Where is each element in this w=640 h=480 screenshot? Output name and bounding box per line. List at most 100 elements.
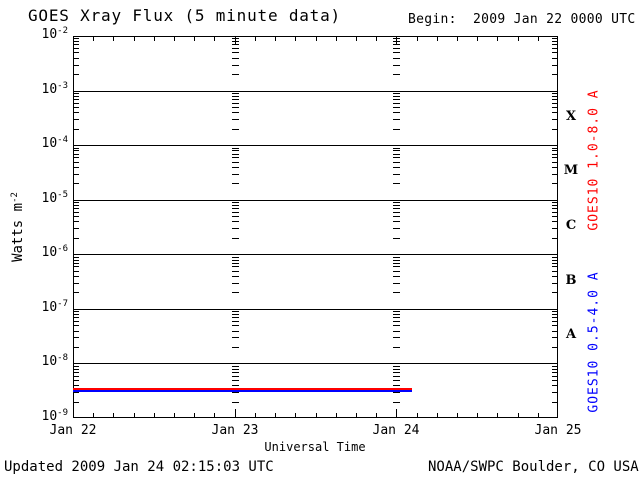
y-tick-exponent: -7 xyxy=(57,299,68,309)
x-minor-tick-bottom xyxy=(497,413,498,417)
y-tick-base: 10 xyxy=(41,136,58,151)
grid-dash xyxy=(232,347,239,348)
series-label-goes10-short: GOES10 0.5-4.0 A xyxy=(586,271,602,413)
y-minor-tick-left xyxy=(74,331,79,332)
y-minor-tick-left xyxy=(74,392,79,393)
grid-dash xyxy=(393,317,400,318)
grid-dash xyxy=(232,103,239,104)
x-minor-tick-top xyxy=(356,37,357,41)
grid-dash xyxy=(232,402,239,403)
y-minor-tick-left xyxy=(74,74,79,75)
y-minor-tick-right xyxy=(552,65,557,66)
y-minor-tick-right xyxy=(552,103,557,104)
y-minor-tick-left xyxy=(74,212,79,213)
y-minor-tick-left xyxy=(74,44,79,45)
y-minor-tick-left xyxy=(74,48,79,49)
grid-dash xyxy=(393,162,400,163)
grid-dash xyxy=(232,183,239,184)
x-minor-tick-bottom xyxy=(154,413,155,417)
x-minor-tick-bottom xyxy=(316,413,317,417)
x-minor-tick-bottom xyxy=(376,413,377,417)
grid-dash xyxy=(393,292,400,293)
begin-timestamp: Begin: 2009 Jan 22 0000 UTC xyxy=(408,12,636,27)
y-tick-label: 10-8 xyxy=(24,353,69,369)
y-minor-tick-left xyxy=(74,129,79,130)
grid-dash xyxy=(393,266,400,267)
y-minor-tick-right xyxy=(552,174,557,175)
grid-dash xyxy=(393,93,400,94)
grid-dash xyxy=(232,321,239,322)
y-tick-base: 10 xyxy=(41,82,58,97)
grid-dash xyxy=(232,238,239,239)
y-tick-label: 10-4 xyxy=(24,135,69,151)
y-tick-base: 10 xyxy=(41,409,58,424)
chart-title: GOES Xray Flux (5 minute data) xyxy=(28,6,341,25)
grid-dash xyxy=(232,372,239,373)
y-minor-tick-left xyxy=(74,292,79,293)
x-minor-tick-bottom xyxy=(194,413,195,417)
y-minor-tick-left xyxy=(74,317,79,318)
gridline-horizontal xyxy=(73,254,558,255)
y-minor-tick-right xyxy=(552,48,557,49)
y-minor-tick-right xyxy=(552,93,557,94)
grid-dash xyxy=(232,150,239,151)
grid-dash xyxy=(232,325,239,326)
y-minor-tick-right xyxy=(552,58,557,59)
x-tick-label: Jan 22 xyxy=(49,423,97,438)
y-minor-tick-left xyxy=(74,148,79,149)
grid-dash xyxy=(232,314,239,315)
y-minor-tick-right xyxy=(552,271,557,272)
grid-dash xyxy=(232,380,239,381)
y-minor-tick-right xyxy=(552,331,557,332)
grid-dash xyxy=(393,392,400,393)
y-axis-label-exponent: -2 xyxy=(10,192,20,203)
y-minor-tick-right xyxy=(552,380,557,381)
x-minor-tick-top xyxy=(376,37,377,41)
x-minor-tick-bottom xyxy=(275,413,276,417)
y-tick-base: 10 xyxy=(41,354,58,369)
y-minor-tick-left xyxy=(74,385,79,386)
grid-dash xyxy=(232,162,239,163)
grid-dash xyxy=(232,392,239,393)
grid-dash xyxy=(393,157,400,158)
grid-dash xyxy=(393,376,400,377)
x-minor-tick-top xyxy=(497,37,498,41)
grid-dash xyxy=(393,174,400,175)
x-minor-tick-bottom xyxy=(174,413,175,417)
grid-dash xyxy=(393,202,400,203)
grid-dash xyxy=(232,52,239,53)
x-axis-label: Universal Time xyxy=(264,440,366,454)
grid-dash xyxy=(232,221,239,222)
y-minor-tick-right xyxy=(552,376,557,377)
y-minor-tick-right xyxy=(552,205,557,206)
x-minor-tick-top xyxy=(134,37,135,41)
flux-class-letter: X xyxy=(565,109,577,124)
grid-dash xyxy=(232,331,239,332)
y-minor-tick-left xyxy=(74,369,79,370)
x-minor-tick-bottom xyxy=(457,413,458,417)
grid-dash xyxy=(232,148,239,149)
grid-dash xyxy=(393,212,400,213)
grid-dash xyxy=(232,96,239,97)
grid-dash xyxy=(393,103,400,104)
y-minor-tick-right xyxy=(552,202,557,203)
grid-dash xyxy=(393,238,400,239)
y-minor-tick-left xyxy=(74,157,79,158)
grid-dash xyxy=(393,228,400,229)
grid-dash xyxy=(232,216,239,217)
y-minor-tick-right xyxy=(552,283,557,284)
grid-dash xyxy=(393,283,400,284)
x-tick-label: Jan 25 xyxy=(534,423,582,438)
y-minor-tick-right xyxy=(552,38,557,39)
y-minor-tick-left xyxy=(74,325,79,326)
y-minor-tick-left xyxy=(74,276,79,277)
grid-dash xyxy=(393,380,400,381)
gridline-horizontal xyxy=(73,309,558,310)
y-tick-label: 10-9 xyxy=(24,408,69,424)
y-minor-tick-right xyxy=(552,321,557,322)
x-minor-tick-top xyxy=(477,37,478,41)
y-minor-tick-right xyxy=(552,325,557,326)
grid-dash xyxy=(232,260,239,261)
x-minor-tick-top xyxy=(316,37,317,41)
